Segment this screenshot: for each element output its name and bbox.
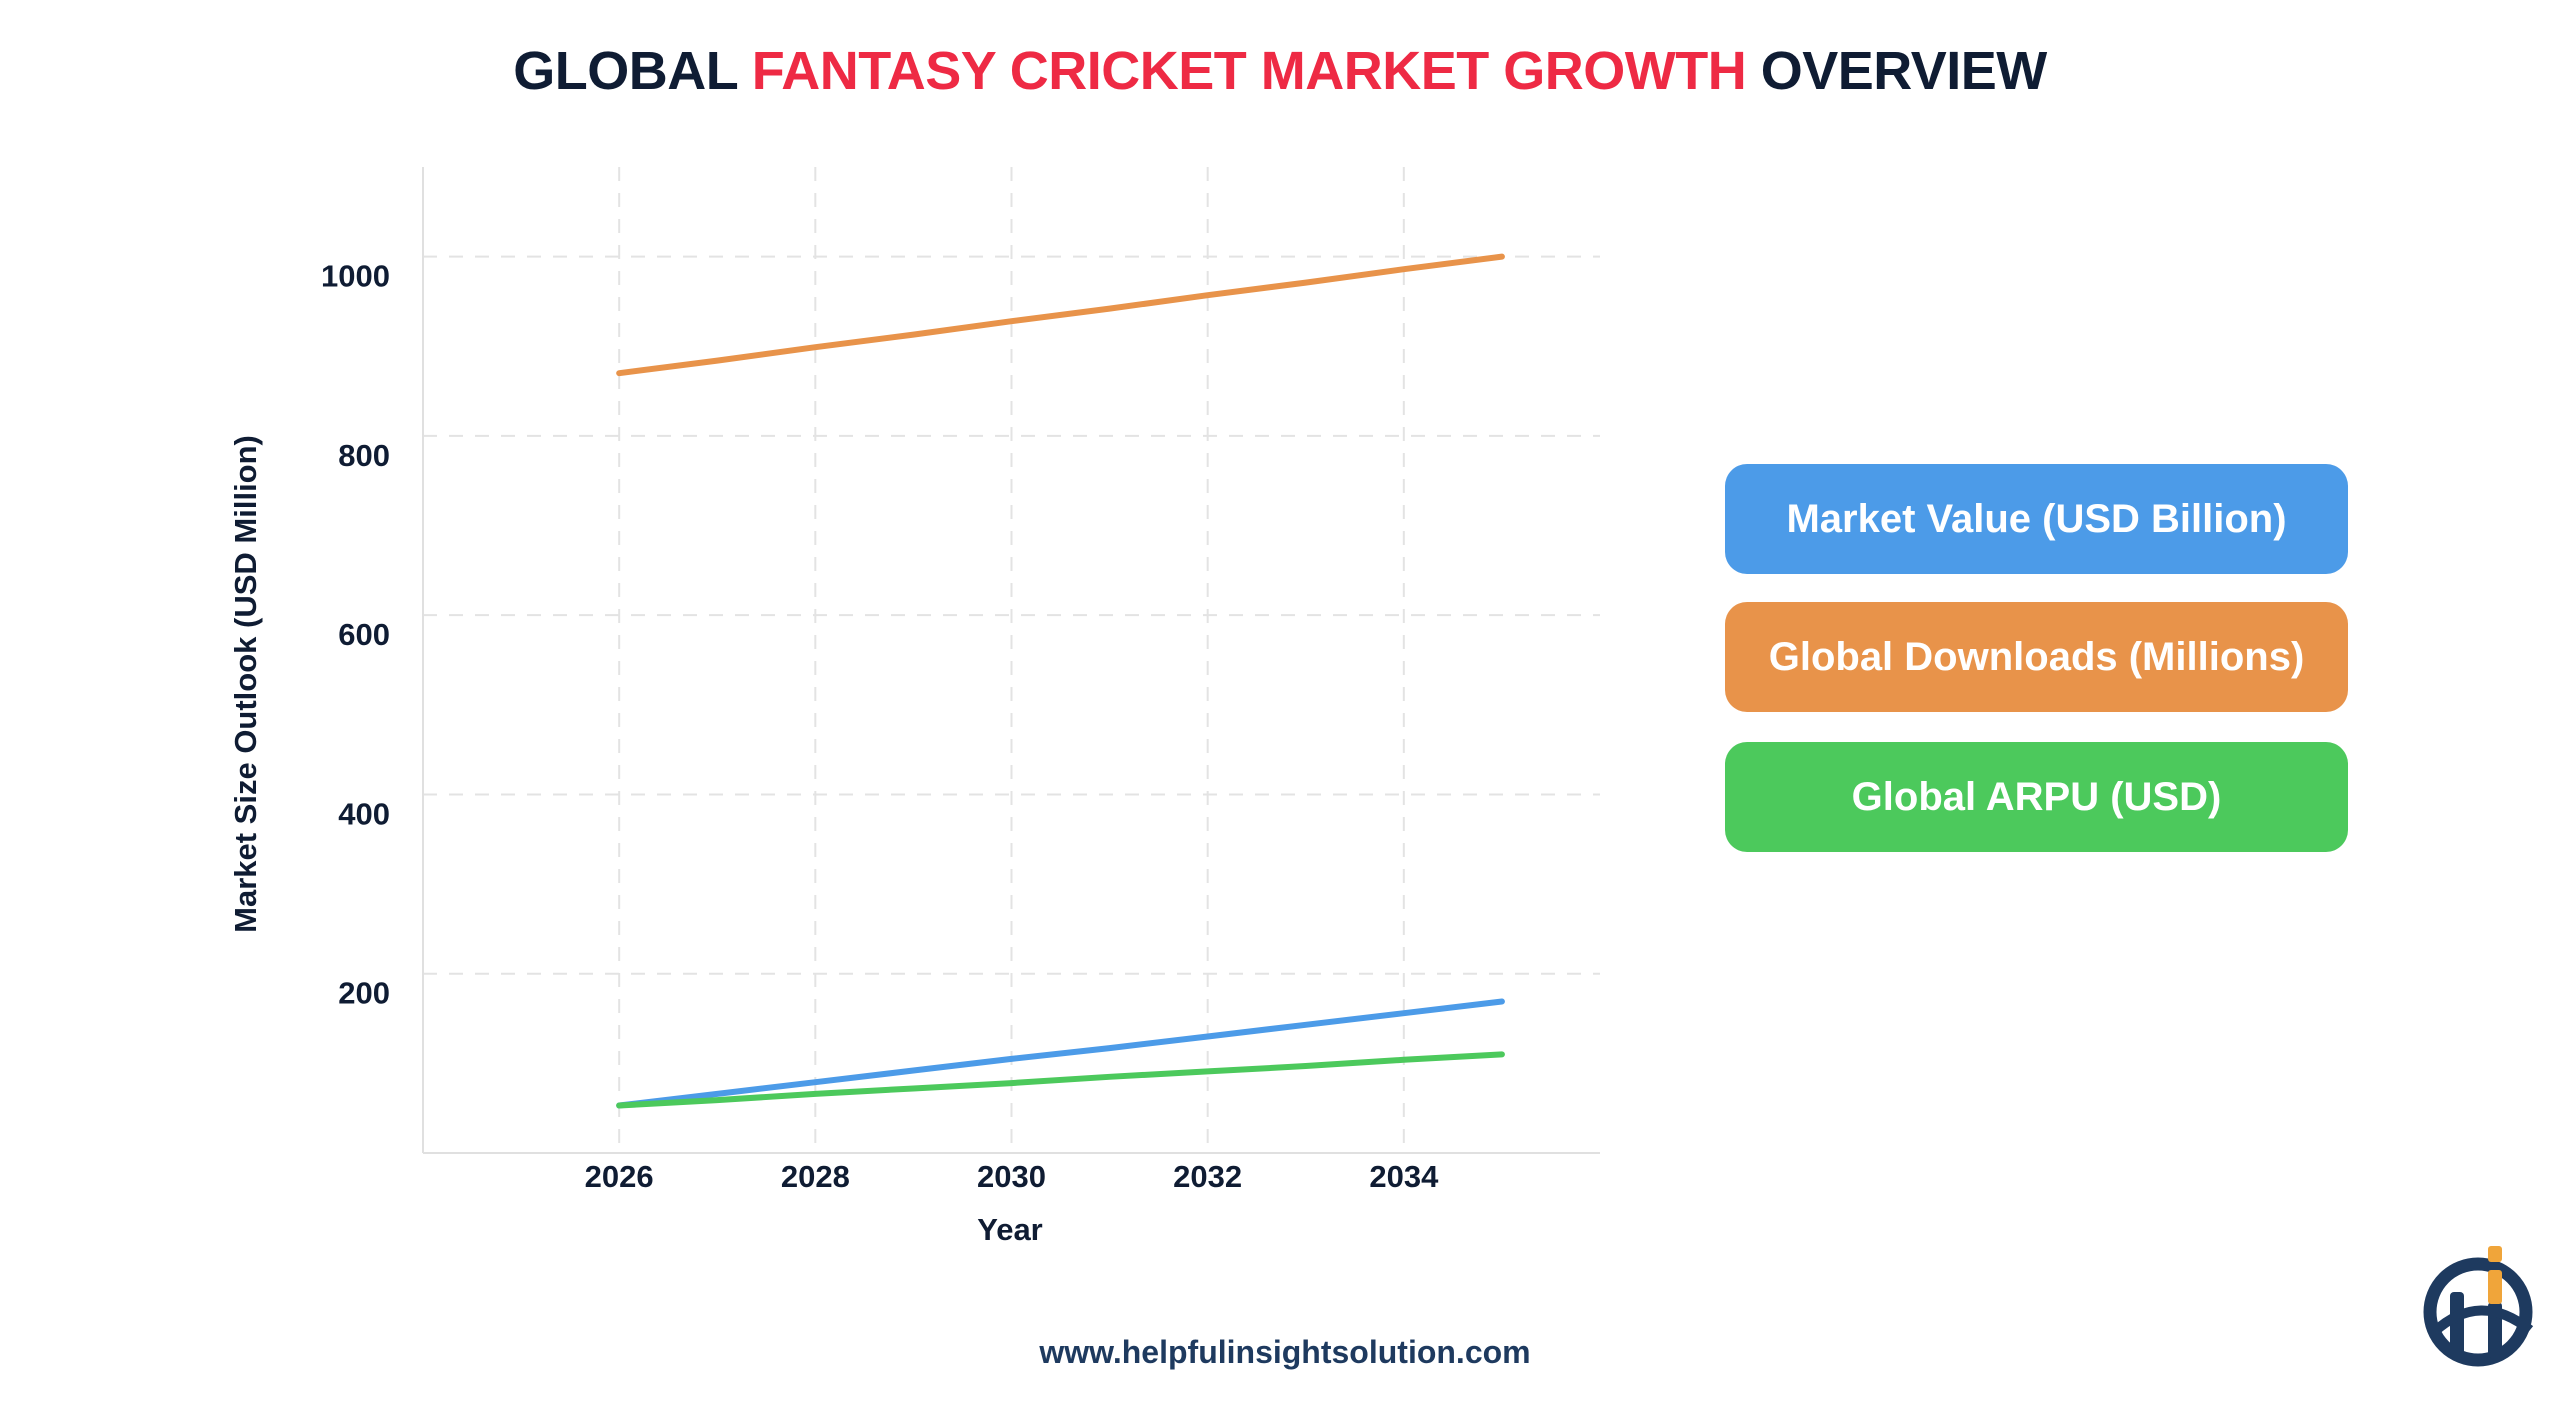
series-line-global-downloads-millions [616,253,1505,377]
y-tick-label: 200 [338,976,390,1011]
title-accent: FANTASY CRICKET MARKET GROWTH [751,41,1747,101]
x-tick-label: 2026 [585,1159,654,1194]
legend-label: Market Value (USD Billion) [1786,496,2287,541]
helpful-insight-logo [2423,1246,2534,1367]
title-part1: GLOBAL [513,41,752,101]
legend-global-arpu: Global ARPU (USD) [1725,742,2348,852]
y-axis-title: Market Size Outlook (USD Million) [228,435,263,933]
legend-label: Global Downloads (Millions) [1768,634,2305,679]
series-line-global-arpu-usd [616,1051,1505,1109]
series-line-market-value-usd-billion [616,998,1505,1109]
legend-label: Global ARPU (USD) [1851,774,2222,819]
x-tick-label: 2032 [1173,1159,1242,1194]
x-axis-title: Year [977,1212,1043,1247]
y-tick-label: 400 [338,796,390,831]
chart-title: GLOBAL FANTASY CRICKET MARKET GROWTH OVE… [0,40,2560,102]
x-tick-label: 2030 [977,1159,1046,1194]
y-tick-label: 1000 [321,259,390,294]
x-tick-label: 2028 [781,1159,850,1194]
title-part2: OVERVIEW [1746,41,2048,101]
y-tick-label: 800 [338,438,390,473]
x-tick-label: 2034 [1369,1159,1439,1194]
website-link[interactable]: www.helpfulinsightsolution.com [1039,1334,1531,1370]
y-tick-label: 600 [338,617,390,652]
legend-global-downloads: Global Downloads (Millions) [1725,602,2348,712]
legend-market-value: Market Value (USD Billion) [1725,464,2348,574]
